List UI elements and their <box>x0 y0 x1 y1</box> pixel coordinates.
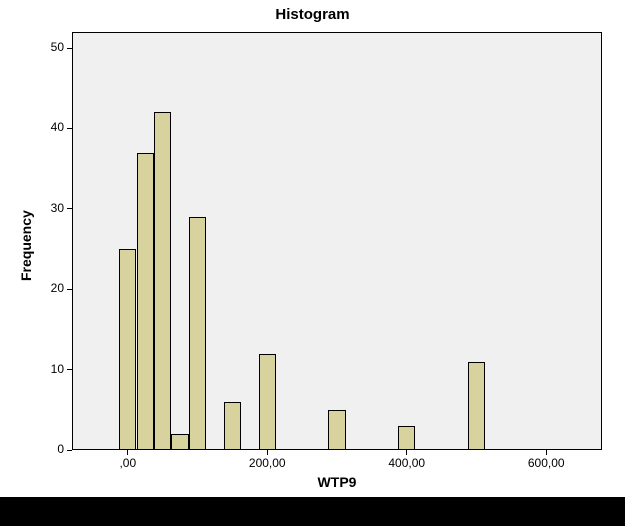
chart-container: Histogram Frequency WTP9 0 10 20 30 40 50 ,00 2… <box>0 0 625 497</box>
x-tick-label: ,00 <box>98 456 158 470</box>
y-tick-label: 50 <box>34 40 64 54</box>
chart-title: Histogram <box>0 6 625 23</box>
x-axis-label: WTP9 <box>72 474 602 490</box>
bottom-strip <box>0 497 625 526</box>
histogram-bar <box>328 410 345 450</box>
histogram-bar <box>398 426 415 450</box>
y-tick <box>67 128 72 129</box>
histogram-bar <box>189 217 206 450</box>
y-tick <box>67 450 72 451</box>
y-tick-label: 0 <box>34 442 64 456</box>
y-tick <box>67 289 72 290</box>
y-tick-label: 20 <box>34 281 64 295</box>
x-tick <box>406 450 407 455</box>
y-tick-label: 30 <box>34 201 64 215</box>
x-tick-label: 600,00 <box>516 456 576 470</box>
y-tick-label: 40 <box>34 120 64 134</box>
x-tick <box>546 450 547 455</box>
histogram-bar <box>119 249 136 450</box>
y-tick <box>67 48 72 49</box>
y-tick-label: 10 <box>34 362 64 376</box>
histogram-bar <box>137 153 154 450</box>
histogram-bar <box>171 434 188 450</box>
histogram-bar <box>468 362 485 450</box>
histogram-bar <box>154 112 171 450</box>
histogram-bar <box>224 402 241 450</box>
y-axis-label: Frequency <box>18 210 34 281</box>
x-tick-label: 200,00 <box>237 456 297 470</box>
x-tick-label: 400,00 <box>377 456 437 470</box>
x-tick <box>127 450 128 455</box>
x-tick <box>267 450 268 455</box>
histogram-bar <box>259 354 276 450</box>
y-tick <box>67 208 72 209</box>
y-tick <box>67 369 72 370</box>
